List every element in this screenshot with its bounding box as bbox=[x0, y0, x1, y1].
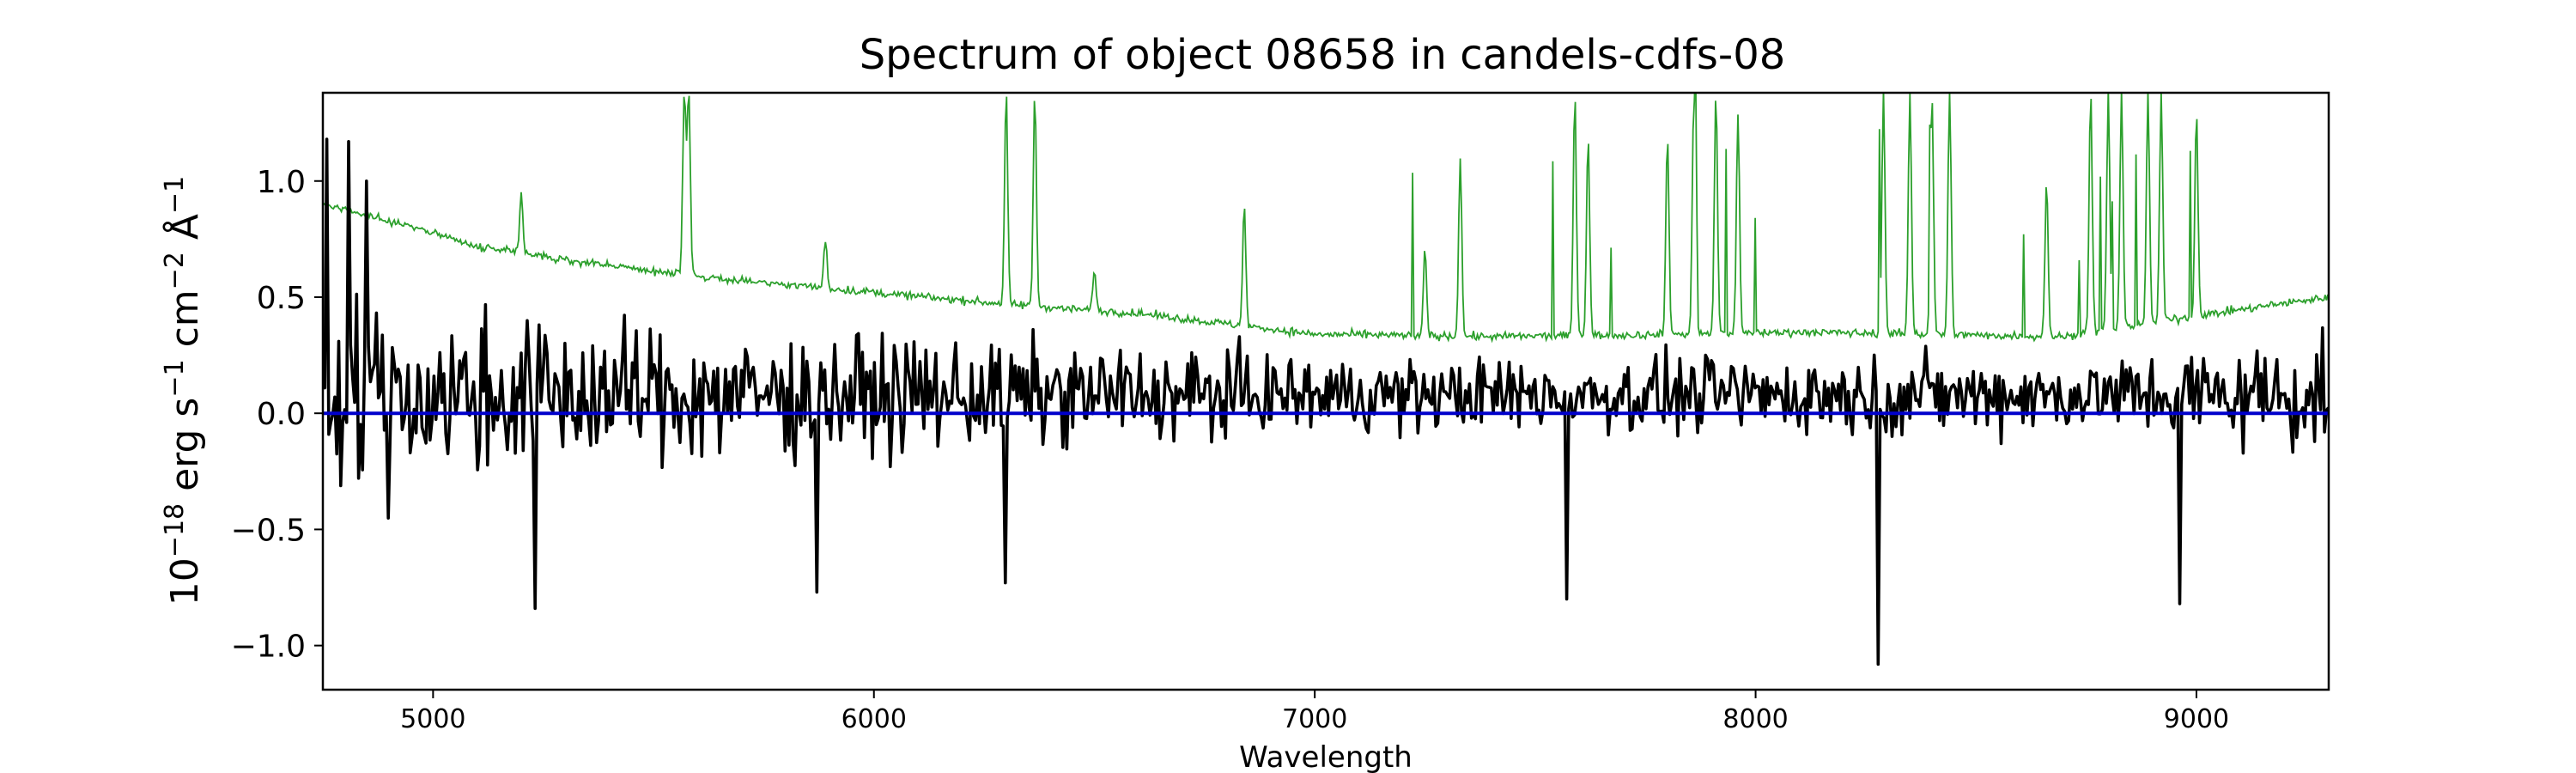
y-tick-label: 1.0 bbox=[257, 165, 306, 200]
x-tick-label: 6000 bbox=[841, 704, 907, 734]
y-tick-label: −1.0 bbox=[231, 630, 306, 665]
y-axis-label: 10−18 erg s−1 cm−2 Å−1 bbox=[160, 176, 208, 606]
noise-spectrum-line bbox=[323, 93, 2329, 344]
plot-area bbox=[321, 91, 2330, 691]
flux-spectrum-line bbox=[323, 137, 2329, 666]
plot-frame bbox=[321, 91, 2330, 691]
x-tick-label: 8000 bbox=[1722, 704, 1788, 734]
y-tick-label: −0.5 bbox=[231, 513, 306, 548]
y-tick-label: 0.5 bbox=[257, 281, 306, 316]
x-tick-label: 5000 bbox=[400, 704, 465, 734]
y-tick-label: 0.0 bbox=[257, 397, 306, 432]
x-tick-label: 7000 bbox=[1282, 704, 1347, 734]
x-axis-label: Wavelength bbox=[1239, 740, 1413, 773]
chart-title: Spectrum of object 08658 in candels-cdfs… bbox=[860, 31, 1786, 79]
x-tick-label: 9000 bbox=[2164, 704, 2229, 734]
